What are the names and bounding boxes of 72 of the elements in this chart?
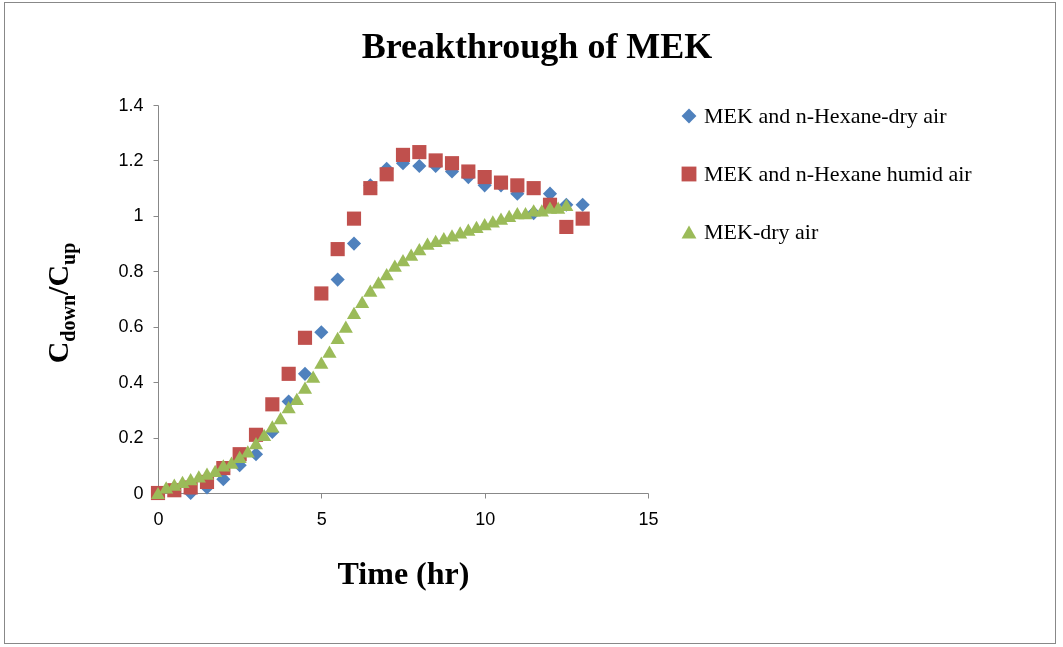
point [379, 267, 394, 281]
legend-label: MEK-dry air [704, 219, 819, 244]
point [240, 445, 255, 458]
point [428, 234, 443, 247]
point [469, 220, 484, 234]
point [461, 164, 476, 179]
point [265, 397, 280, 412]
point [248, 436, 264, 450]
point [175, 475, 190, 489]
y-tick-label: 0.2 [118, 427, 144, 448]
y-tick-label: 0 [133, 482, 144, 503]
point [379, 167, 394, 182]
point [224, 456, 239, 469]
point [314, 286, 329, 301]
point [257, 428, 272, 441]
point [346, 236, 362, 251]
legend-label: MEK and n-Hexane-dry air [704, 103, 948, 128]
point [575, 197, 590, 212]
point [281, 400, 296, 414]
point [314, 356, 329, 369]
point [371, 276, 386, 289]
y-tick-label: 1.2 [118, 149, 144, 170]
point [330, 242, 345, 257]
point [428, 153, 443, 168]
x-axis-title: Time (hr) [337, 554, 470, 591]
point [346, 306, 362, 319]
point [575, 211, 590, 226]
point [477, 169, 492, 185]
point [510, 178, 525, 193]
point [444, 156, 460, 171]
point [314, 325, 329, 340]
y-tick-label: 1.4 [118, 94, 144, 115]
point [297, 330, 313, 345]
y-tick-label: 0.4 [118, 371, 144, 392]
point [412, 242, 427, 256]
point [518, 206, 533, 220]
point [526, 181, 541, 196]
point [289, 392, 304, 405]
legend-label: MEK and n-Hexane humid air [704, 161, 973, 186]
point [412, 158, 427, 174]
point [453, 226, 468, 239]
x-tick-label: 0 [153, 508, 164, 529]
point [273, 412, 288, 425]
x-tick-label: 10 [475, 508, 496, 529]
point [395, 147, 411, 162]
chart-title: Breakthrough of MEK [361, 26, 713, 66]
point [322, 345, 337, 358]
point [420, 237, 435, 250]
point [281, 366, 296, 381]
point [159, 481, 174, 494]
y-tick-label: 0.8 [118, 260, 144, 281]
point [363, 284, 378, 297]
x-tick-label: 15 [638, 508, 659, 529]
point [306, 370, 321, 383]
point [330, 272, 345, 287]
point [297, 366, 313, 381]
point [387, 259, 402, 272]
point [297, 381, 313, 394]
point [502, 209, 517, 222]
y-tick-label: 1 [133, 205, 144, 226]
y-tick-label: 0.6 [118, 316, 144, 337]
point [412, 145, 427, 160]
x-tick-label: 5 [316, 508, 327, 529]
point [559, 219, 574, 235]
point [355, 295, 370, 308]
point [208, 464, 223, 477]
point [338, 320, 353, 333]
point [346, 211, 362, 226]
point [265, 420, 280, 433]
point [330, 331, 345, 344]
point [404, 248, 419, 261]
point [551, 201, 566, 214]
